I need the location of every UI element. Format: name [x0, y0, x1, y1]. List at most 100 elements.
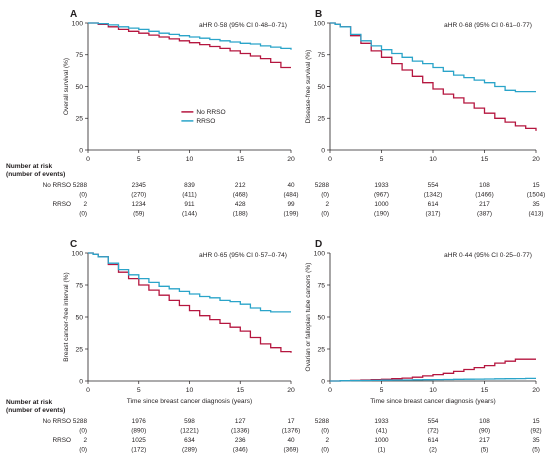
panel-d-y-tick-label: 25 — [317, 346, 325, 353]
panel-b-risk-cell: 5288 — [315, 182, 330, 189]
panel-d-risk-cell: (0) — [321, 447, 329, 454]
panel-a-y-tick-label: 50 — [75, 84, 83, 91]
panel-b-risk-cell: 1000 — [374, 201, 389, 208]
panel-d-no-rrso-curve — [330, 358, 536, 382]
panel-d-y-axis-label: Ovarian or fallopian tube cancers (%) — [305, 263, 312, 372]
panel-d-risk-cell: 5288 — [315, 418, 330, 425]
panel-a-x-tick-label: 15 — [236, 156, 244, 163]
panel-c-risk-cell: (172) — [131, 447, 146, 454]
panel-a-risk-cell: 5288 — [73, 182, 88, 189]
panel-c-risk-cell: (0) — [79, 447, 87, 454]
panel-a-label: A — [70, 9, 77, 20]
panel-b-risk-cell: 108 — [479, 182, 490, 189]
panel-c-risk-cell: 236 — [235, 437, 246, 444]
panel-a-risk-cell: (270) — [131, 192, 146, 199]
panel-c-label: C — [70, 239, 77, 250]
panel-c-y-tick-label: 0 — [79, 378, 83, 385]
panel-d-risk-cell: (5) — [532, 447, 540, 454]
panel-c-risk-cell: (0) — [79, 428, 87, 435]
panel-a-x-tick-label: 0 — [86, 156, 90, 163]
panel-a-x-tick-label: 20 — [287, 156, 295, 163]
panel-a-risk-cell: (0) — [79, 211, 87, 218]
panel-b-risk-cell: (317) — [426, 211, 441, 218]
panel-c-y-axis-label: Breast cancer-free interval (%) — [63, 272, 70, 361]
panel-c-risk-cell: 1025 — [132, 437, 147, 444]
panel-a-y-tick-label: 0 — [79, 147, 83, 154]
panel-b-risk-cell: 554 — [428, 182, 439, 189]
panel-c-y-tick-label: 100 — [72, 250, 84, 257]
panel-b-risk-cell: (0) — [321, 211, 329, 218]
panel-a-risk-cell: 40 — [287, 182, 295, 189]
panel-b-risk-cell: (190) — [374, 211, 389, 218]
panel-a-risk-cell: 1234 — [132, 201, 147, 208]
panel-c-x-axis-label: Time since breast cancer diagnosis (year… — [127, 398, 252, 405]
panel-d-x-tick-label: 10 — [429, 387, 437, 394]
panel-c-risk-cell: (346) — [233, 447, 248, 454]
panel-b-risk-cell: 35 — [532, 201, 540, 208]
panel-a-y-axis-label: Overall survival (%) — [63, 58, 70, 115]
panel-b-x-tick-label: 20 — [532, 156, 540, 163]
panel-b-risk-cell: (413) — [529, 211, 544, 218]
panel-c-risk-cell: 634 — [184, 437, 195, 444]
panel-d-risk-cell: (5) — [481, 447, 489, 454]
panel-d-risk-cell: (2) — [429, 447, 437, 454]
panel-a-risk-cell: (411) — [182, 192, 196, 199]
legend-rrso-label: RRSO — [196, 118, 215, 125]
panel-d-y-tick-label: 100 — [314, 250, 326, 257]
panel-a-rrso-curve — [88, 22, 292, 50]
panel-c-risk-row-label: No RRSO — [43, 418, 71, 425]
panel-b-y-tick-label: 25 — [317, 116, 325, 123]
panel-c-x-tick-label: 10 — [186, 387, 194, 394]
panel-a-risk-cell: 212 — [235, 182, 246, 189]
number-at-risk-header: (number of events) — [6, 171, 65, 178]
panel-c-risk-cell: (289) — [182, 447, 197, 454]
panel-a-risk-cell: 839 — [184, 182, 195, 189]
panel-b-risk-cell: 217 — [479, 201, 490, 208]
panel-c-risk-cell: (1221) — [180, 428, 198, 435]
panel-d-risk-cell: 1000 — [374, 437, 389, 444]
panel-b-risk-cell: (1466) — [475, 192, 493, 199]
panel-d-rrso-curve — [330, 377, 536, 382]
panel-d-x-axis-label: Time since breast cancer diagnosis (year… — [370, 398, 495, 405]
panel-d-label: D — [315, 239, 322, 250]
panel-b-risk-cell: (0) — [321, 192, 329, 199]
panel-a-risk-row-label: RRSO — [53, 201, 71, 208]
panel-b-y-tick-label: 100 — [314, 20, 326, 27]
panel-a-risk-cell: (0) — [79, 192, 87, 199]
panel-a-x-tick-label: 5 — [137, 156, 141, 163]
panel-b-risk-cell: 1933 — [374, 182, 389, 189]
panel-c-x-tick-label: 0 — [86, 387, 90, 394]
panel-a-y-tick-label: 25 — [75, 116, 83, 123]
panel-b-y-tick-label: 75 — [317, 52, 325, 59]
panel-c-risk-cell: 127 — [235, 418, 246, 425]
panel-b-x-tick-label: 5 — [380, 156, 384, 163]
panel-c-hr-text: aHR 0·65 (95% CI 0·57–0·74) — [199, 252, 287, 259]
panel-b-risk-cell: 614 — [428, 201, 439, 208]
panel-d-risk-cell: (41) — [376, 428, 387, 435]
panel-d-y-tick-label: 0 — [321, 378, 325, 385]
panel-b-rrso-curve — [330, 22, 536, 93]
panel-d-risk-cell: 217 — [479, 437, 490, 444]
panel-c-risk-cell: 2 — [83, 437, 87, 444]
panel-a-risk-cell: (144) — [182, 211, 197, 218]
panel-c-y-tick-label: 50 — [75, 314, 83, 321]
panel-a-risk-cell: 911 — [184, 201, 195, 208]
panel-c-risk-cell: (1336) — [231, 428, 249, 435]
panel-b-y-tick-label: 50 — [317, 84, 325, 91]
panel-d-hr-text: aHR 0·44 (95% CI 0·25–0·77) — [444, 252, 532, 259]
panel-c-y-tick-label: 25 — [75, 346, 83, 353]
panel-c-risk-cell: 5288 — [73, 418, 88, 425]
panel-b-y-axis-label: Disease-free survival (%) — [305, 50, 312, 124]
panel-d-risk-cell: (1) — [378, 447, 386, 454]
panel-d-x-tick-label: 15 — [481, 387, 489, 394]
panel-a-y-tick-label: 100 — [72, 20, 84, 27]
panel-c-risk-cell: 40 — [287, 437, 295, 444]
panel-a-risk-cell: (468) — [233, 192, 248, 199]
panel-d-x-tick-label: 20 — [532, 387, 540, 394]
panel-a-risk-cell: 99 — [287, 201, 295, 208]
panel-b-risk-cell: 15 — [532, 182, 540, 189]
number-at-risk-header: Number at risk — [6, 399, 53, 406]
panel-d-y-tick-label: 50 — [317, 314, 325, 321]
panel-b-risk-cell: (387) — [477, 211, 492, 218]
